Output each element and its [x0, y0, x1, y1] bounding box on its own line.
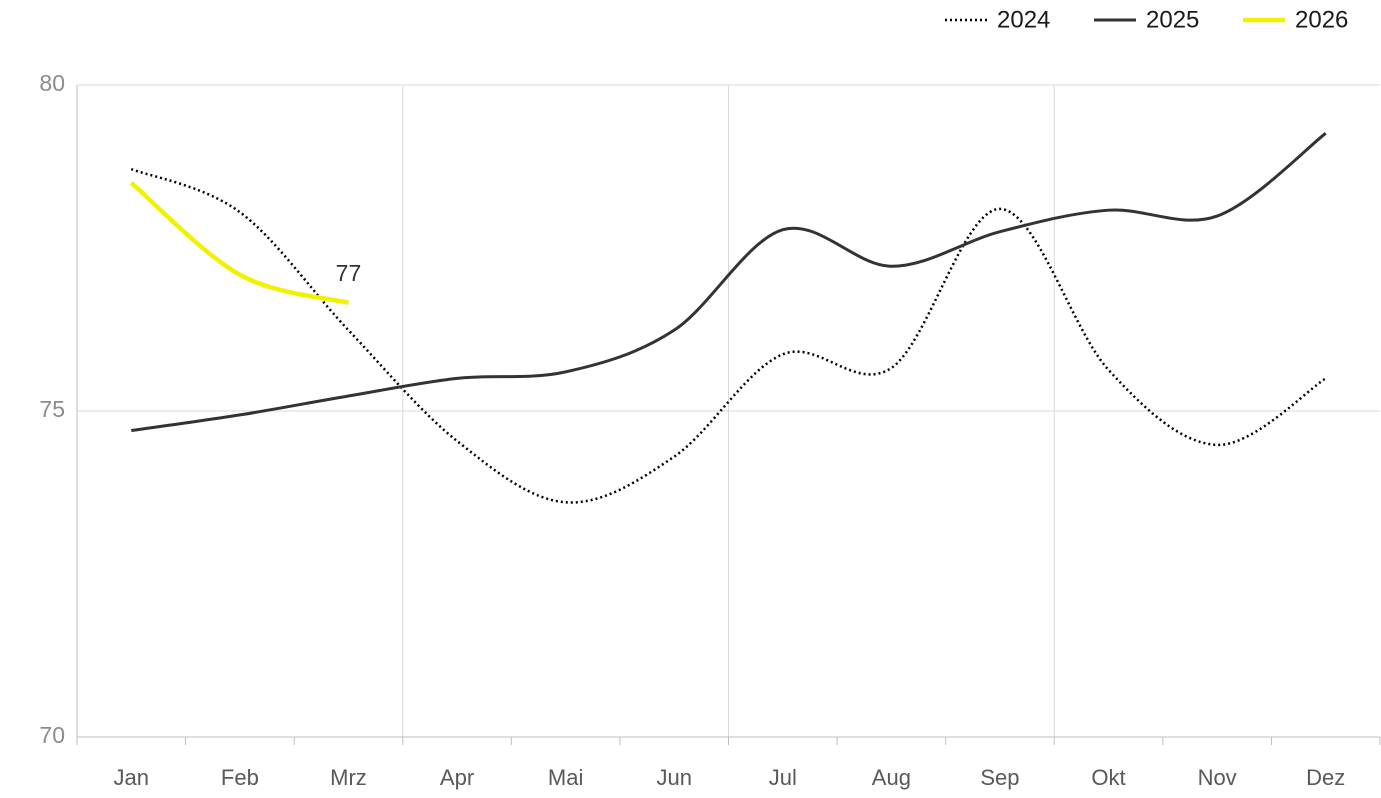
y-tick-label: 70 — [39, 722, 65, 748]
x-tick-label: Jan — [114, 765, 149, 790]
series-line — [131, 132, 1327, 433]
x-tick-label: Aug — [872, 765, 911, 790]
x-tick-label: Mai — [548, 765, 583, 790]
x-tick-label: Nov — [1198, 765, 1237, 790]
x-tick-label: Apr — [440, 765, 474, 790]
x-tick-label: Feb — [221, 765, 259, 790]
x-tick-label: Okt — [1091, 765, 1125, 790]
x-tick-label: Dez — [1306, 765, 1345, 790]
data-label: 77 — [336, 260, 362, 286]
x-tick-label: Sep — [980, 765, 1019, 790]
x-tick-label: Jul — [769, 765, 797, 790]
legend-label: 2026 — [1295, 6, 1348, 33]
x-tick-label: Jun — [656, 765, 691, 790]
y-tick-label: 80 — [39, 70, 65, 96]
legend-label: 2025 — [1146, 6, 1199, 33]
y-tick-label: 75 — [39, 396, 65, 422]
series-line — [129, 181, 350, 305]
x-tick-label: Mrz — [330, 765, 367, 790]
legend-label: 2024 — [997, 6, 1050, 33]
